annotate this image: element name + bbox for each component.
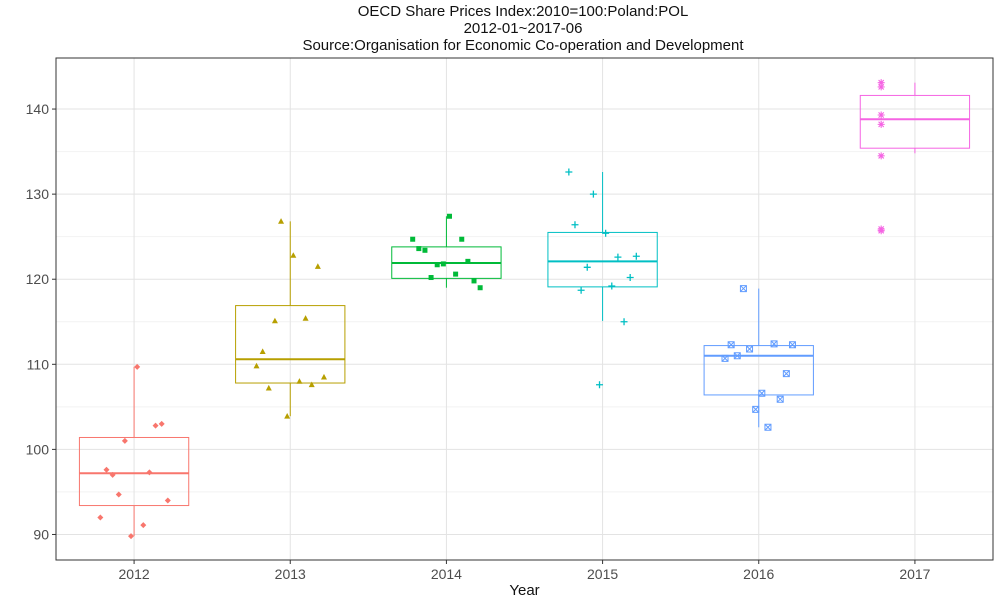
box-iqr	[235, 305, 346, 384]
data-point	[477, 285, 483, 291]
data-point	[632, 252, 640, 260]
box-iqr	[859, 94, 971, 149]
data-point	[589, 190, 597, 198]
data-point	[158, 420, 165, 427]
data-point	[877, 83, 885, 91]
data-point	[877, 111, 885, 119]
data-point	[121, 437, 128, 444]
y-tick-label: 140	[26, 101, 50, 117]
x-tick-label: 2017	[899, 566, 930, 582]
data-point	[764, 423, 772, 431]
data-point	[140, 522, 147, 529]
y-tick-label: 130	[26, 186, 50, 202]
data-point	[776, 395, 784, 403]
data-point	[620, 318, 628, 326]
y-tick-label: 120	[26, 271, 50, 287]
data-point	[290, 252, 297, 258]
data-point	[115, 491, 122, 498]
data-point	[614, 253, 622, 261]
y-tick-label: 100	[26, 441, 50, 457]
data-point	[758, 389, 766, 397]
data-point	[727, 341, 735, 349]
data-point	[296, 378, 303, 384]
y-tick-label: 90	[33, 526, 49, 542]
data-point	[446, 213, 452, 219]
data-point	[428, 275, 434, 281]
data-point	[596, 381, 604, 389]
data-point	[434, 262, 440, 268]
data-point	[410, 236, 416, 242]
data-point	[577, 286, 585, 294]
chart-subtitle: 2012-01~2017-06	[463, 20, 583, 37]
data-point	[422, 247, 428, 253]
data-point	[746, 345, 754, 353]
x-tick-label: 2013	[275, 566, 306, 582]
data-point	[164, 497, 171, 504]
x-tick-label: 2014	[431, 566, 462, 582]
data-point	[752, 405, 760, 413]
data-point	[602, 229, 610, 237]
data-point	[259, 348, 266, 354]
data-point	[302, 315, 309, 321]
data-point	[770, 340, 778, 348]
chart-source: Source:Organisation for Economic Co-oper…	[302, 37, 744, 54]
data-point	[459, 236, 465, 242]
data-point	[788, 341, 796, 349]
data-point	[465, 258, 471, 264]
data-point	[782, 370, 790, 378]
box-iqr	[547, 231, 658, 288]
plot-border	[55, 57, 994, 561]
x-tick-label: 2015	[587, 566, 618, 582]
y-tick-label: 110	[27, 356, 50, 372]
data-point	[440, 261, 446, 267]
data-point	[416, 246, 422, 252]
data-point	[320, 373, 327, 380]
data-point	[128, 533, 135, 540]
data-point	[109, 471, 116, 478]
data-point	[739, 285, 747, 293]
data-point	[134, 363, 141, 370]
data-point	[733, 352, 741, 360]
data-point	[453, 271, 459, 277]
data-point	[265, 384, 272, 391]
data-point	[308, 381, 315, 388]
data-point	[626, 274, 634, 282]
data-point	[103, 466, 110, 473]
data-point	[583, 263, 591, 271]
data-point	[877, 227, 885, 235]
x-tick-label: 2016	[743, 566, 774, 582]
data-point	[271, 317, 278, 324]
data-point	[97, 514, 104, 521]
x-axis-title: Year	[509, 582, 539, 599]
data-point	[877, 120, 885, 128]
data-point	[565, 168, 573, 176]
data-point	[146, 469, 153, 476]
data-point	[284, 413, 291, 419]
chart-title: OECD Share Prices Index:2010=100:Poland:…	[357, 3, 689, 20]
data-point	[253, 362, 260, 369]
box-iqr	[78, 436, 190, 507]
data-point	[721, 354, 729, 362]
data-point	[314, 263, 321, 269]
data-point	[571, 221, 579, 229]
data-point	[278, 218, 285, 224]
data-point	[471, 278, 477, 284]
data-point	[877, 79, 885, 87]
data-point	[152, 422, 159, 429]
data-point	[877, 152, 885, 160]
data-point	[608, 282, 616, 290]
x-tick-label: 2012	[119, 566, 150, 582]
